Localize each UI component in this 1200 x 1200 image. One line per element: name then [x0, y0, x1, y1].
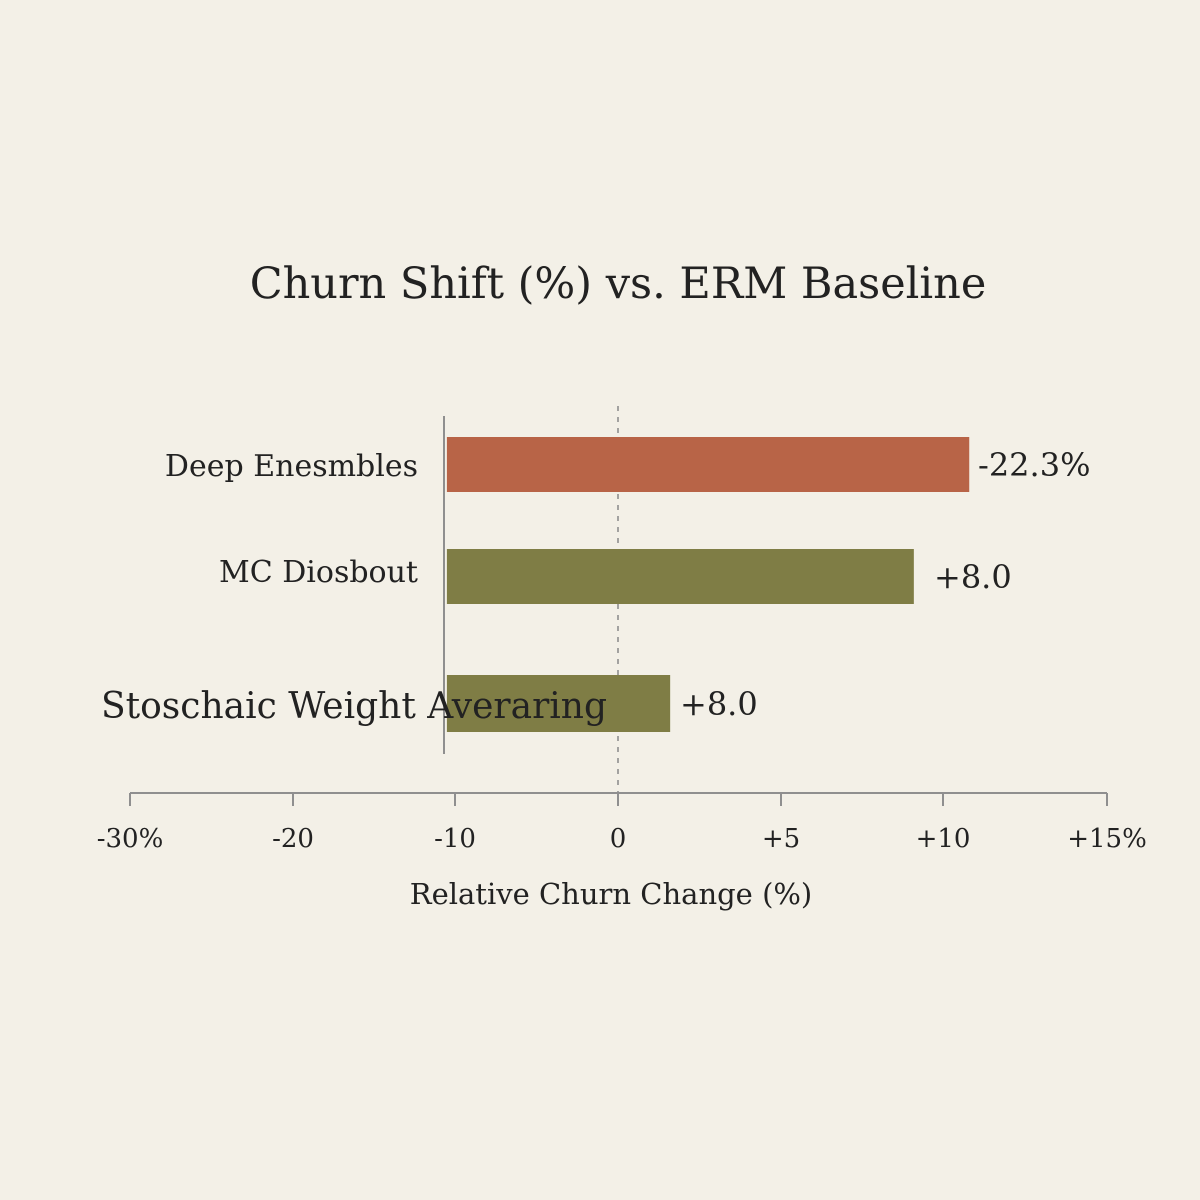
value-label-2: +8.0	[934, 558, 1012, 596]
category-label-1: Deep Enesmbles	[165, 449, 418, 484]
value-label-3: +8.0	[680, 685, 758, 723]
plot-area: Deep Enesmbles MC Diosbout Stoschaic Weigh…	[97, 406, 1147, 854]
bar-2	[446, 549, 914, 604]
chart-title: Churn Shift (%) vs. ERM Baseline	[250, 259, 987, 309]
bar-3	[446, 675, 671, 732]
bar-1	[446, 437, 970, 492]
x-tick-label-7: +15%	[1067, 824, 1147, 854]
category-label-2: MC Diosbout	[219, 555, 418, 590]
x-tick-label-6: +10	[916, 824, 971, 854]
value-label-1: -22.3%	[978, 446, 1090, 484]
category-label-3: Stoschaic Weight Averaring	[101, 686, 607, 727]
x-tick-label-5: +5	[762, 824, 800, 854]
x-tick-label-4: 0	[610, 824, 627, 854]
x-tick-label-3: -10	[434, 824, 476, 854]
x-axis-title: Relative Churn Change (%)	[410, 877, 813, 911]
x-tick-label-2: -20	[272, 824, 314, 854]
x-tick-label-1: -30%	[97, 824, 164, 854]
